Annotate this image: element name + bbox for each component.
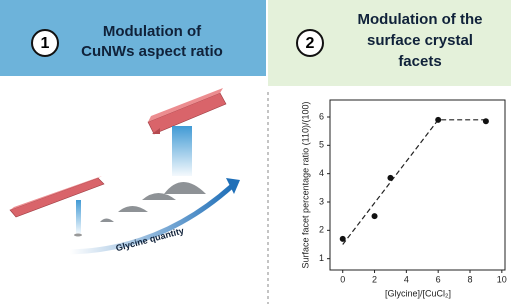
y-axis-label: Surface facet percentage ratio (110)/(10…: [300, 102, 310, 269]
arrow-label: Glycine quantity: [115, 226, 185, 254]
y-tick-label: 3: [319, 196, 324, 206]
x-tick-label: 2: [372, 274, 377, 284]
panel-title: Modulation of the: [358, 11, 483, 28]
x-tick-label: 6: [436, 274, 441, 284]
panel-number: 2: [306, 35, 315, 52]
panel-title: surface crystal: [367, 32, 473, 49]
panel-title: CuNWs aspect ratio: [81, 43, 223, 60]
panel-number: 1: [41, 35, 50, 52]
x-tick-label: 10: [497, 274, 507, 284]
figure: 1 Modulation of CuNWs aspect ratio 2 Mod…: [0, 0, 511, 304]
y-tick-label: 5: [319, 140, 324, 150]
data-point: [435, 117, 441, 123]
data-point: [340, 236, 346, 242]
illustration: Glycine quantity: [10, 88, 240, 253]
x-tick-label: 8: [467, 274, 472, 284]
fit-line: [343, 120, 486, 245]
y-tick-label: 1: [319, 253, 324, 263]
panel-title: facets: [398, 53, 441, 70]
data-point: [372, 213, 378, 219]
x-tick-label: 0: [340, 274, 345, 284]
x-tick-label: 4: [404, 274, 409, 284]
data-point: [483, 118, 489, 124]
y-tick-label: 4: [319, 168, 324, 178]
plot-frame: [330, 100, 505, 270]
panel-title: Modulation of: [103, 23, 202, 40]
y-tick-label: 6: [319, 111, 324, 121]
data-point: [387, 175, 393, 181]
y-tick-label: 2: [319, 225, 324, 235]
x-axis-label: [Glycine]/[CuCl₂]: [385, 288, 451, 298]
